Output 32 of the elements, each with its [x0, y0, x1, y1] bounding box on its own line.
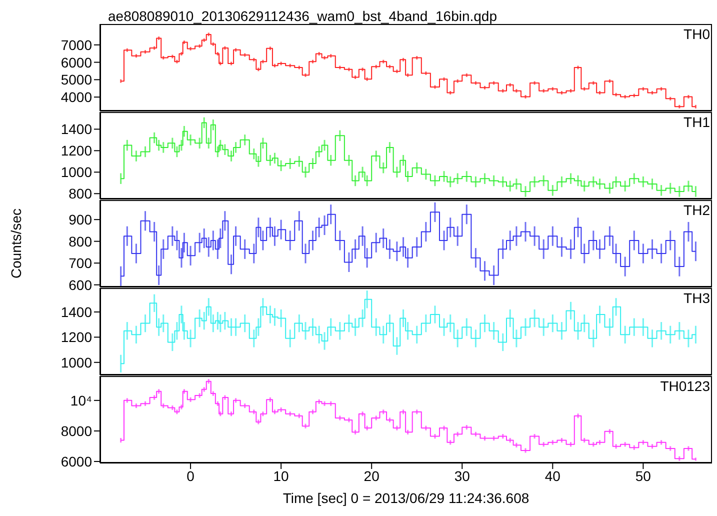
y-tick-label: 4000 [60, 89, 92, 106]
y-axis-title: Counts/sec [8, 208, 24, 279]
y-tick-label: 1200 [60, 329, 92, 346]
x-tick-label: 10 [273, 468, 290, 484]
x-tick-label: 40 [544, 468, 561, 484]
y-tick-label: 800 [68, 186, 92, 202]
y-tick-label: 8000 [60, 422, 92, 439]
x-tick-label: 30 [454, 468, 470, 484]
y-tick-label: 700 [68, 255, 92, 272]
x-tick-label: 50 [635, 468, 652, 484]
x-axis-title: Time [sec] 0 = 2013/06/29 11:24:36.608 [282, 490, 530, 506]
y-tick-label: 10⁴ [70, 392, 92, 408]
x-tick-label: 20 [364, 468, 380, 484]
annotation: TH0123 [660, 378, 710, 394]
y-tick-label: 6000 [60, 453, 92, 470]
y-tick-label: 600 [68, 276, 92, 293]
y-tick-label: 800 [68, 233, 92, 250]
y-tick-label: 900 [68, 212, 92, 228]
chart-title: ae808089010_20130629112436_wam0_bst_4band_16bin.qdp [107, 8, 498, 24]
y-tick-label: 1200 [60, 142, 92, 159]
annotation: TH2 [684, 202, 710, 218]
y-tick-label: 5000 [60, 72, 92, 88]
y-tick-label: 1000 [60, 164, 92, 180]
y-tick-label: 1000 [60, 354, 92, 370]
y-tick-label: 1400 [60, 304, 92, 320]
annotation: TH3 [684, 290, 710, 306]
annotation: TH0 [684, 26, 710, 42]
annotation: TH1 [684, 114, 710, 130]
y-tick-label: 7000 [60, 36, 92, 53]
x-tick-label: 0 [186, 468, 195, 484]
y-tick-label: 1400 [60, 121, 92, 138]
y-tick-label: 6000 [60, 54, 92, 70]
